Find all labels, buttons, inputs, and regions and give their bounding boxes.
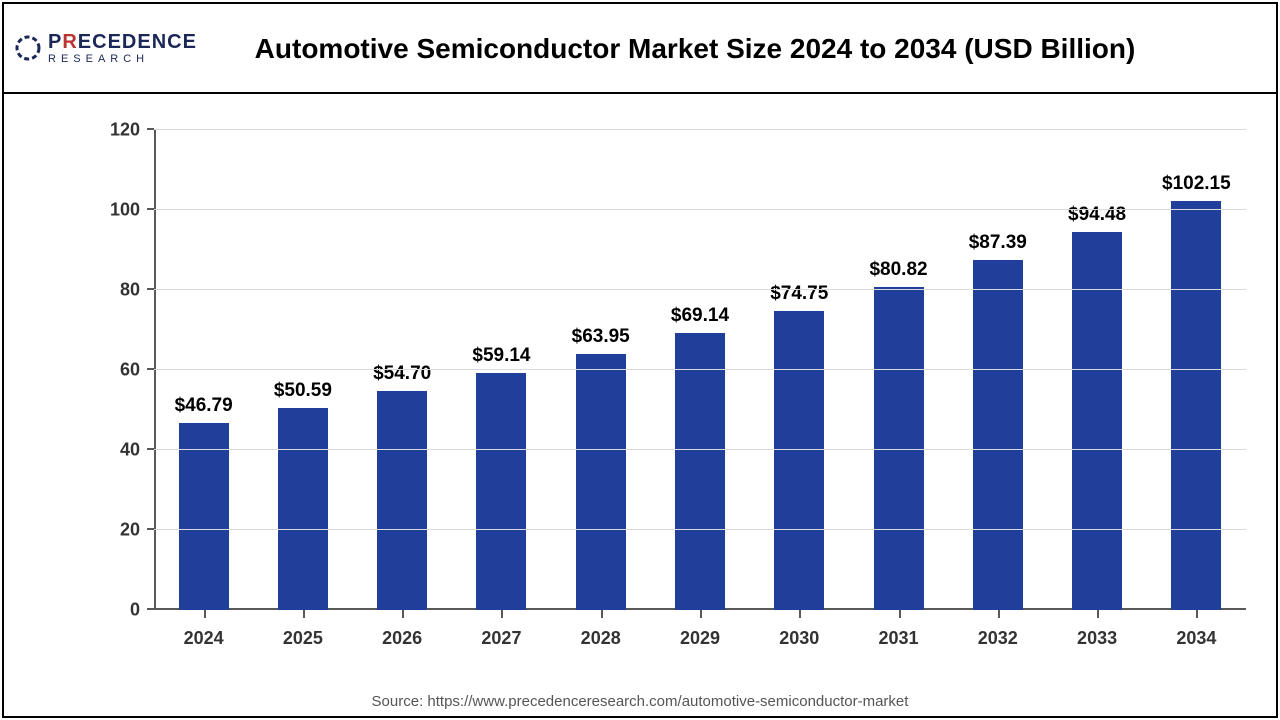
x-tick-label: 2028	[581, 628, 621, 649]
header: PRECEDENCE RESEARCH Automotive Semicondu…	[4, 4, 1276, 94]
bar-value-label: $80.82	[869, 259, 927, 281]
chart-area: $46.792024$50.592025$54.702026$59.142027…	[4, 100, 1276, 680]
y-tick-label: 80	[120, 280, 154, 301]
bar-slot: $80.822031	[849, 130, 948, 610]
x-tick-mark	[402, 610, 404, 618]
x-tick-label: 2027	[481, 628, 521, 649]
gridline	[154, 449, 1246, 450]
bar-slot: $54.702026	[353, 130, 452, 610]
bar-value-label: $50.59	[274, 380, 332, 402]
bar: $102.15	[1171, 201, 1221, 610]
logo-line1-p: P	[48, 31, 62, 53]
x-tick-label: 2024	[184, 628, 224, 649]
bar-slot: $46.792024	[154, 130, 253, 610]
x-tick-mark	[700, 610, 702, 618]
x-tick-label: 2025	[283, 628, 323, 649]
y-tick-label: 40	[120, 440, 154, 461]
x-tick-label: 2026	[382, 628, 422, 649]
y-tick-mark	[147, 448, 154, 450]
gridline	[154, 369, 1246, 370]
y-tick-label: 0	[130, 600, 154, 621]
bar-slot: $102.152034	[1147, 130, 1246, 610]
bar-value-label: $102.15	[1162, 173, 1231, 195]
x-tick-mark	[799, 610, 801, 618]
y-tick-mark	[147, 208, 154, 210]
source-caption: Source: https://www.precedenceresearch.c…	[0, 693, 1280, 710]
y-tick-label: 20	[120, 520, 154, 541]
logo-line2: RESEARCH	[48, 54, 197, 65]
bar-value-label: $46.79	[175, 395, 233, 417]
x-tick-label: 2033	[1077, 628, 1117, 649]
bar-value-label: $54.70	[373, 363, 431, 385]
bar: $59.14	[476, 373, 526, 610]
y-tick-mark	[147, 528, 154, 530]
bar-value-label: $59.14	[472, 345, 530, 367]
x-tick-label: 2032	[978, 628, 1018, 649]
bar-slot: $50.592025	[253, 130, 352, 610]
gridline	[154, 129, 1246, 130]
x-tick-mark	[1196, 610, 1198, 618]
y-tick-label: 60	[120, 360, 154, 381]
y-tick-mark	[147, 288, 154, 290]
bar-slot: $87.392032	[948, 130, 1047, 610]
x-tick-mark	[204, 610, 206, 618]
title-wrap: Automotive Semiconductor Market Size 202…	[214, 31, 1276, 66]
gridline	[154, 289, 1246, 290]
gridline	[154, 529, 1246, 530]
x-tick-mark	[601, 610, 603, 618]
logo-mark-icon	[14, 34, 42, 62]
x-tick-mark	[501, 610, 503, 618]
logo-line1-rest: ECEDENCE	[78, 31, 197, 53]
chart-title: Automotive Semiconductor Market Size 202…	[214, 31, 1176, 66]
bar-slot: $74.752030	[750, 130, 849, 610]
bar-slot: $63.952028	[551, 130, 650, 610]
bar: $54.70	[377, 391, 427, 610]
y-tick-mark	[147, 128, 154, 130]
bar-value-label: $74.75	[770, 283, 828, 305]
x-tick-label: 2034	[1176, 628, 1216, 649]
logo-line1-r: R	[62, 31, 77, 53]
x-tick-mark	[899, 610, 901, 618]
y-tick-label: 100	[110, 200, 154, 221]
bar-slot: $59.142027	[452, 130, 551, 610]
brand-logo: PRECEDENCE RESEARCH	[4, 32, 214, 65]
plot-region: $46.792024$50.592025$54.702026$59.142027…	[154, 130, 1246, 610]
bar-slot: $94.482033	[1047, 130, 1146, 610]
bar: $50.59	[278, 408, 328, 610]
bar-slot: $69.142029	[650, 130, 749, 610]
bar-value-label: $69.14	[671, 305, 729, 327]
x-tick-mark	[303, 610, 305, 618]
x-tick-mark	[1097, 610, 1099, 618]
bar: $63.95	[576, 354, 626, 610]
x-tick-label: 2030	[779, 628, 819, 649]
bar: $69.14	[675, 333, 725, 610]
bar: $46.79	[179, 423, 229, 610]
x-tick-mark	[998, 610, 1000, 618]
bar: $74.75	[774, 311, 824, 610]
y-tick-label: 120	[110, 120, 154, 141]
x-tick-label: 2031	[879, 628, 919, 649]
logo-text: PRECEDENCE RESEARCH	[48, 32, 197, 65]
y-tick-mark	[147, 608, 154, 610]
bar: $87.39	[973, 260, 1023, 610]
y-tick-mark	[147, 368, 154, 370]
bars-container: $46.792024$50.592025$54.702026$59.142027…	[154, 130, 1246, 610]
bar-value-label: $63.95	[572, 326, 630, 348]
bar-value-label: $87.39	[969, 232, 1027, 254]
gridline	[154, 209, 1246, 210]
x-tick-label: 2029	[680, 628, 720, 649]
bar-value-label: $94.48	[1068, 204, 1126, 226]
